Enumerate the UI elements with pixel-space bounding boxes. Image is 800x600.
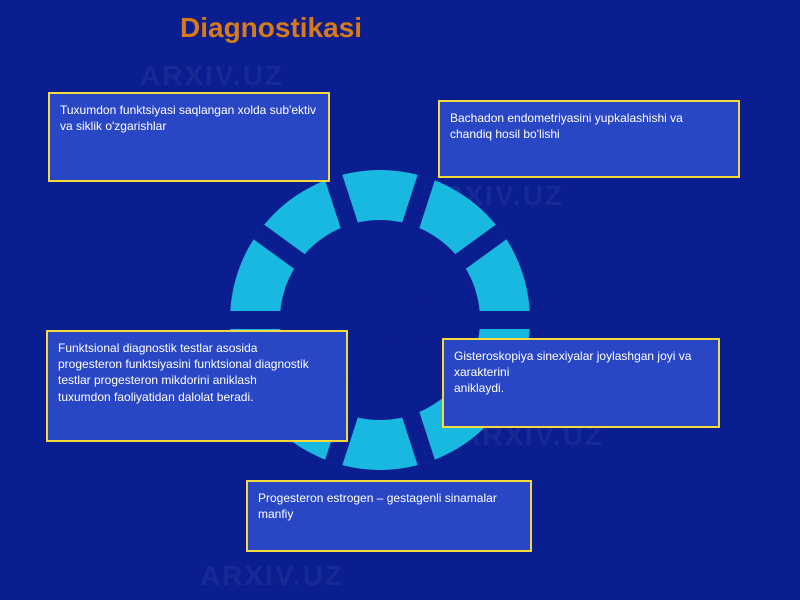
box-bottom: Progesteron estrogen – gestagenli sinama… xyxy=(246,480,532,552)
slide-background: ARXIV.UZ ARXIV.UZ ARXIV.UZ ARXIV.UZ ARXI… xyxy=(0,0,800,600)
box-text: Bachadon endometriyasini yupkalashishi v… xyxy=(450,110,728,142)
box-mid-left: Funktsional diagnostik testlar asosida p… xyxy=(46,330,348,442)
box-top-left: Tuxumdon funktsiyasi saqlangan xolda sub… xyxy=(48,92,330,182)
box-top-right: Bachadon endometriyasini yupkalashishi v… xyxy=(438,100,740,178)
box-mid-right: Gisteroskopiya sinexiyalar joylashgan jo… xyxy=(442,338,720,428)
box-text: Funktsional diagnostik testlar asosida p… xyxy=(58,340,336,405)
watermark-5: ARXIV.UZ xyxy=(200,560,344,592)
watermark-1: ARXIV.UZ xyxy=(140,60,284,92)
box-text: Tuxumdon funktsiyasi saqlangan xolda sub… xyxy=(60,102,318,134)
box-text: Gisteroskopiya sinexiyalar joylashgan jo… xyxy=(454,348,708,397)
page-title: Diagnostikasi xyxy=(180,12,362,44)
box-text: Progesteron estrogen – gestagenli sinama… xyxy=(258,490,520,522)
